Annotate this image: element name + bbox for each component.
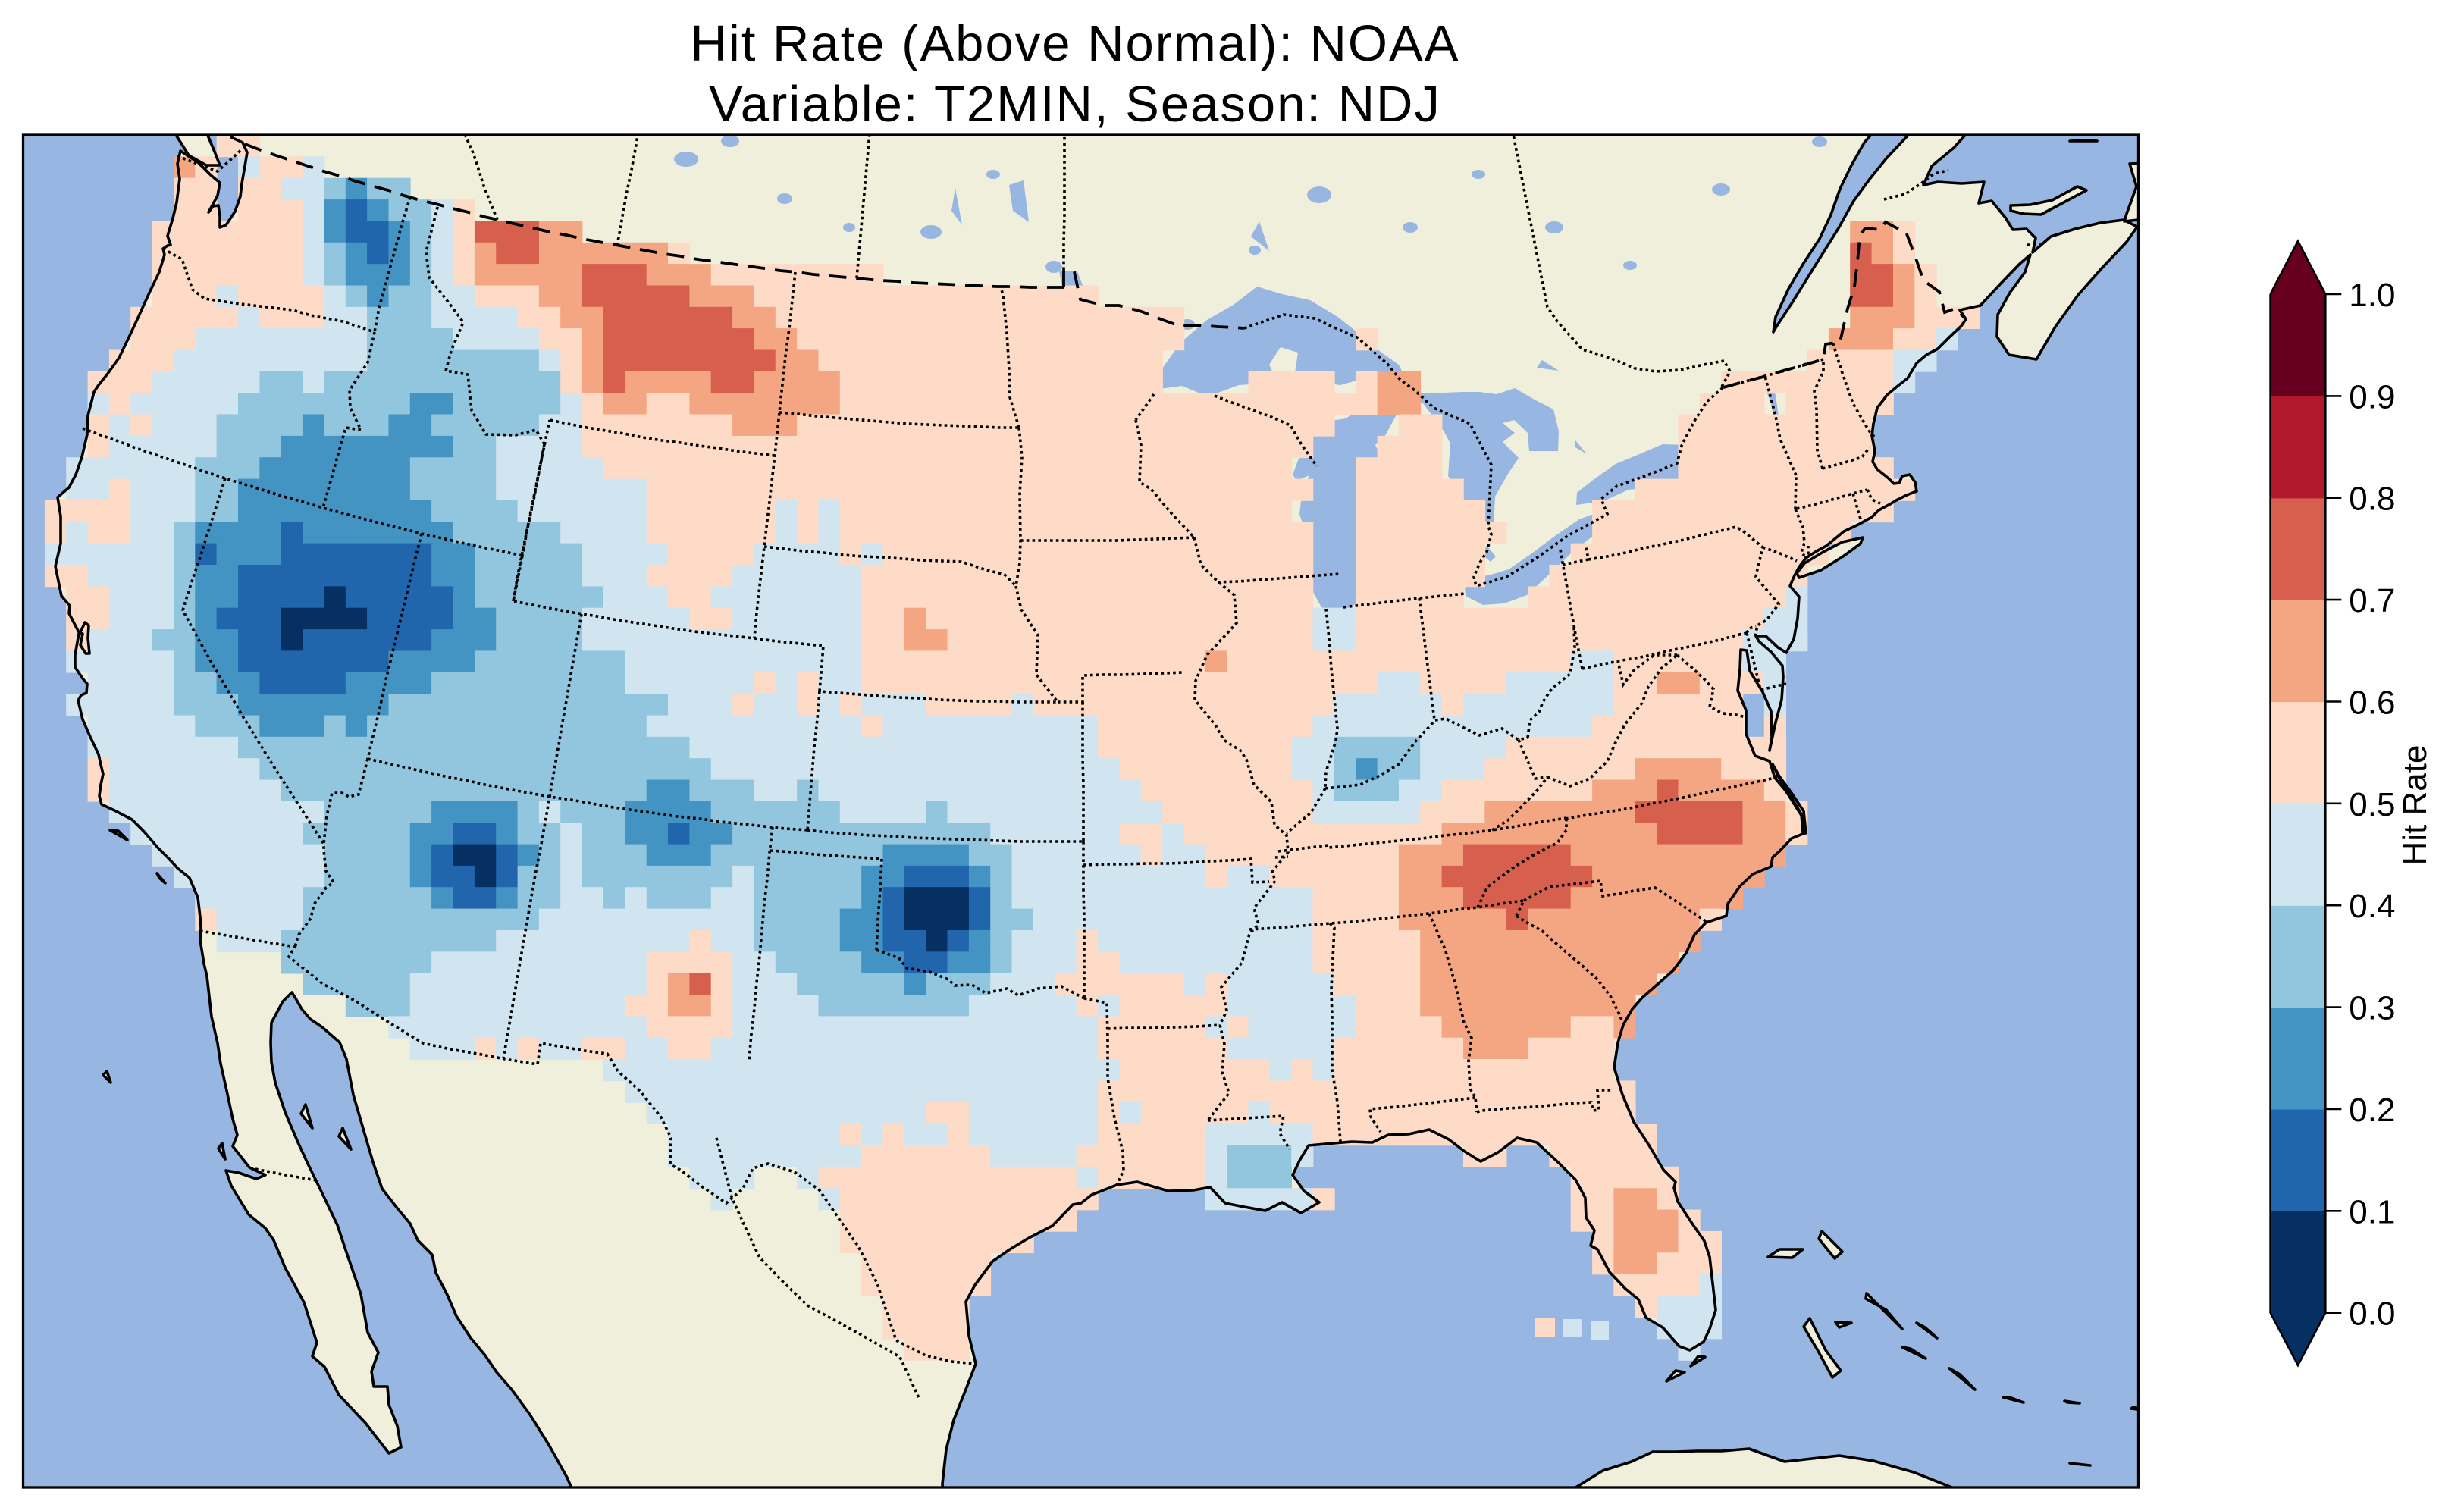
svg-text:0.8: 0.8 <box>2349 481 2395 518</box>
svg-text:0.4: 0.4 <box>2349 888 2395 925</box>
svg-text:0.5: 0.5 <box>2349 786 2395 823</box>
svg-text:Variable: T2MIN, Season: NDJ: Variable: T2MIN, Season: NDJ <box>709 76 1441 133</box>
svg-text:0.2: 0.2 <box>2349 1092 2395 1129</box>
svg-text:0.0: 0.0 <box>2349 1296 2395 1333</box>
svg-text:0.9: 0.9 <box>2349 378 2395 415</box>
svg-text:0.3: 0.3 <box>2349 990 2395 1027</box>
svg-text:Hit Rate (Above Normal): NOAA: Hit Rate (Above Normal): NOAA <box>691 15 1460 72</box>
svg-text:Hit Rate: Hit Rate <box>2397 745 2434 866</box>
svg-text:0.7: 0.7 <box>2349 582 2395 619</box>
svg-text:0.6: 0.6 <box>2349 685 2395 722</box>
svg-text:0.1: 0.1 <box>2349 1193 2395 1230</box>
svg-text:1.0: 1.0 <box>2349 277 2395 314</box>
